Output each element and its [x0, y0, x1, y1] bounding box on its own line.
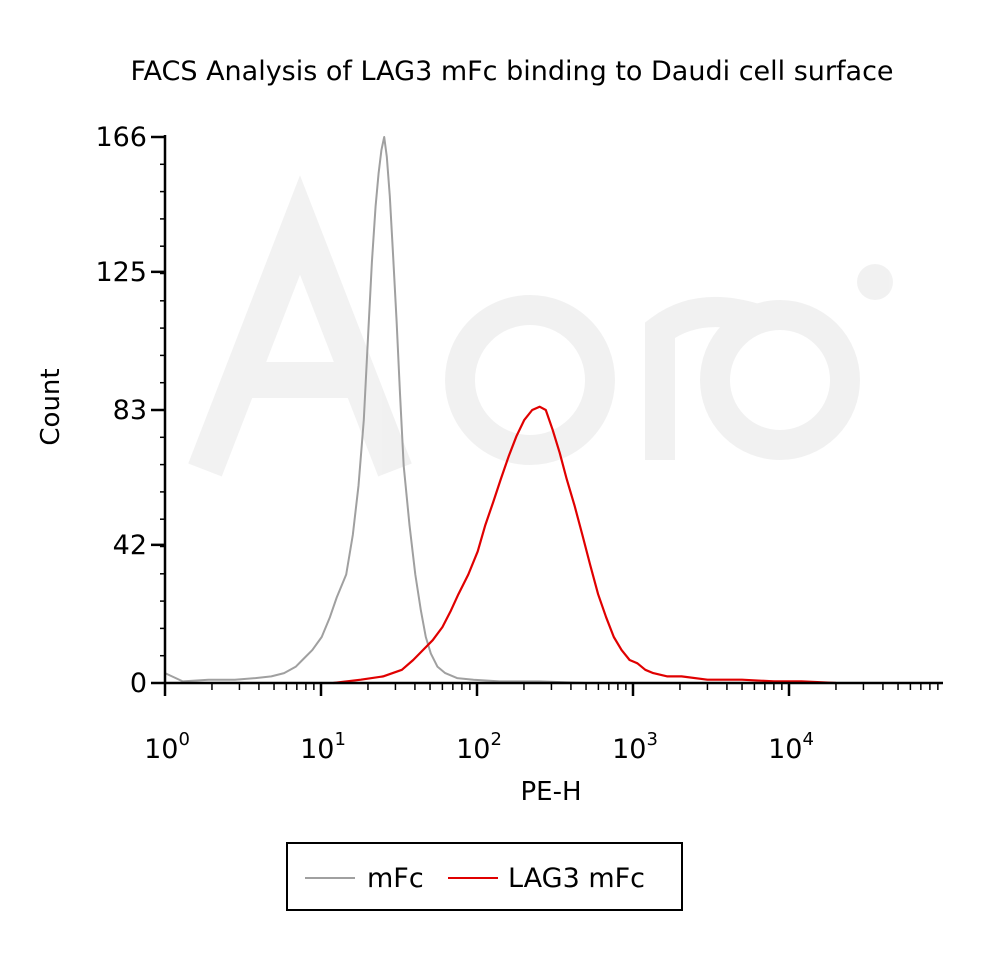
x-tick-label: 103	[612, 729, 658, 765]
x-tick-label: 100	[144, 729, 190, 765]
y-tick-label: 166	[95, 122, 147, 153]
legend-label-mfc: mFc	[367, 863, 424, 894]
y-axis: 0 42 83 125 166	[95, 122, 167, 699]
plot-area	[164, 136, 837, 685]
y-tick-label: 0	[130, 668, 147, 699]
legend-label-lag3-mfc: LAG3 mFc	[508, 863, 645, 894]
x-tick-label: 101	[300, 729, 346, 765]
x-axis-label: PE-H	[520, 777, 581, 807]
series-line-lag3-mfc	[333, 405, 837, 685]
x-axis: 100 101 102 103 104	[144, 681, 943, 765]
series-line-mfc	[164, 136, 633, 684]
y-tick-label: 83	[113, 395, 147, 426]
y-axis-label: Count	[36, 368, 66, 445]
x-tick-label: 104	[768, 729, 814, 765]
legend: mFc LAG3 mFc	[286, 842, 683, 911]
watermark-logo	[188, 175, 893, 477]
legend-box	[286, 842, 683, 911]
chart-title: FACS Analysis of LAG3 mFc binding to Dau…	[130, 56, 893, 87]
x-tick-label: 102	[456, 729, 502, 765]
y-tick-label: 125	[95, 257, 147, 288]
y-tick-label: 42	[113, 530, 147, 561]
